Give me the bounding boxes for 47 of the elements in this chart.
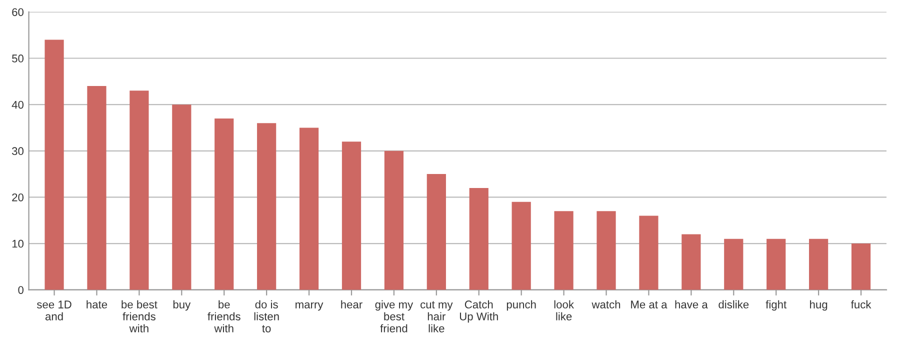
bar — [44, 40, 64, 290]
x-tick-label: do is listen to — [254, 300, 279, 332]
x-tick-label: give my best friend — [375, 300, 414, 332]
bar — [172, 104, 192, 290]
y-tick-label: 60 — [12, 8, 24, 16]
x-tick-label: Catch Up With — [460, 300, 498, 323]
bar — [639, 216, 658, 290]
x-tick-label: fight — [766, 300, 787, 311]
bar — [130, 90, 149, 290]
x-tick-label: look like — [554, 300, 574, 320]
bar — [87, 86, 106, 290]
y-tick-label: 50 — [12, 54, 24, 62]
bar — [299, 128, 319, 290]
x-tick-label: dislike — [718, 300, 749, 308]
bar — [214, 118, 234, 290]
y-tick-label: 10 — [12, 240, 24, 248]
bar — [596, 211, 616, 290]
bar — [851, 244, 871, 290]
x-tick-label: marry — [296, 302, 324, 311]
bar — [724, 238, 744, 290]
x-tick-label: see 1D and — [36, 300, 72, 320]
bar — [512, 202, 531, 290]
x-tick-label: hear — [341, 300, 362, 308]
x-tick-label: buy — [173, 300, 191, 311]
bar — [469, 188, 488, 290]
bar — [809, 238, 828, 290]
bar — [766, 238, 786, 290]
y-tick-label: 30 — [12, 147, 24, 156]
bar — [682, 234, 701, 290]
x-tick-label: have a — [675, 300, 708, 308]
x-tick-label: hate — [86, 300, 108, 308]
x-tick-label: punch — [506, 300, 536, 311]
y-tick-label: 40 — [12, 100, 24, 109]
x-tick-label: be best friends with — [122, 300, 158, 332]
y-tick-label: 0 — [18, 286, 24, 294]
bar — [554, 211, 574, 290]
x-tick-label: Me at a — [631, 300, 668, 308]
x-tick-label: cut my hair like — [420, 301, 453, 332]
x-tick-label: watch — [592, 300, 620, 308]
x-tick-label: be friends with — [208, 300, 240, 332]
x-tick-label: fuck — [850, 300, 872, 308]
bar — [426, 174, 446, 290]
x-tick-label: hug — [810, 300, 828, 311]
bar — [257, 123, 276, 290]
y-tick-label: 20 — [12, 193, 24, 202]
bar — [384, 150, 404, 290]
bar — [342, 142, 362, 290]
